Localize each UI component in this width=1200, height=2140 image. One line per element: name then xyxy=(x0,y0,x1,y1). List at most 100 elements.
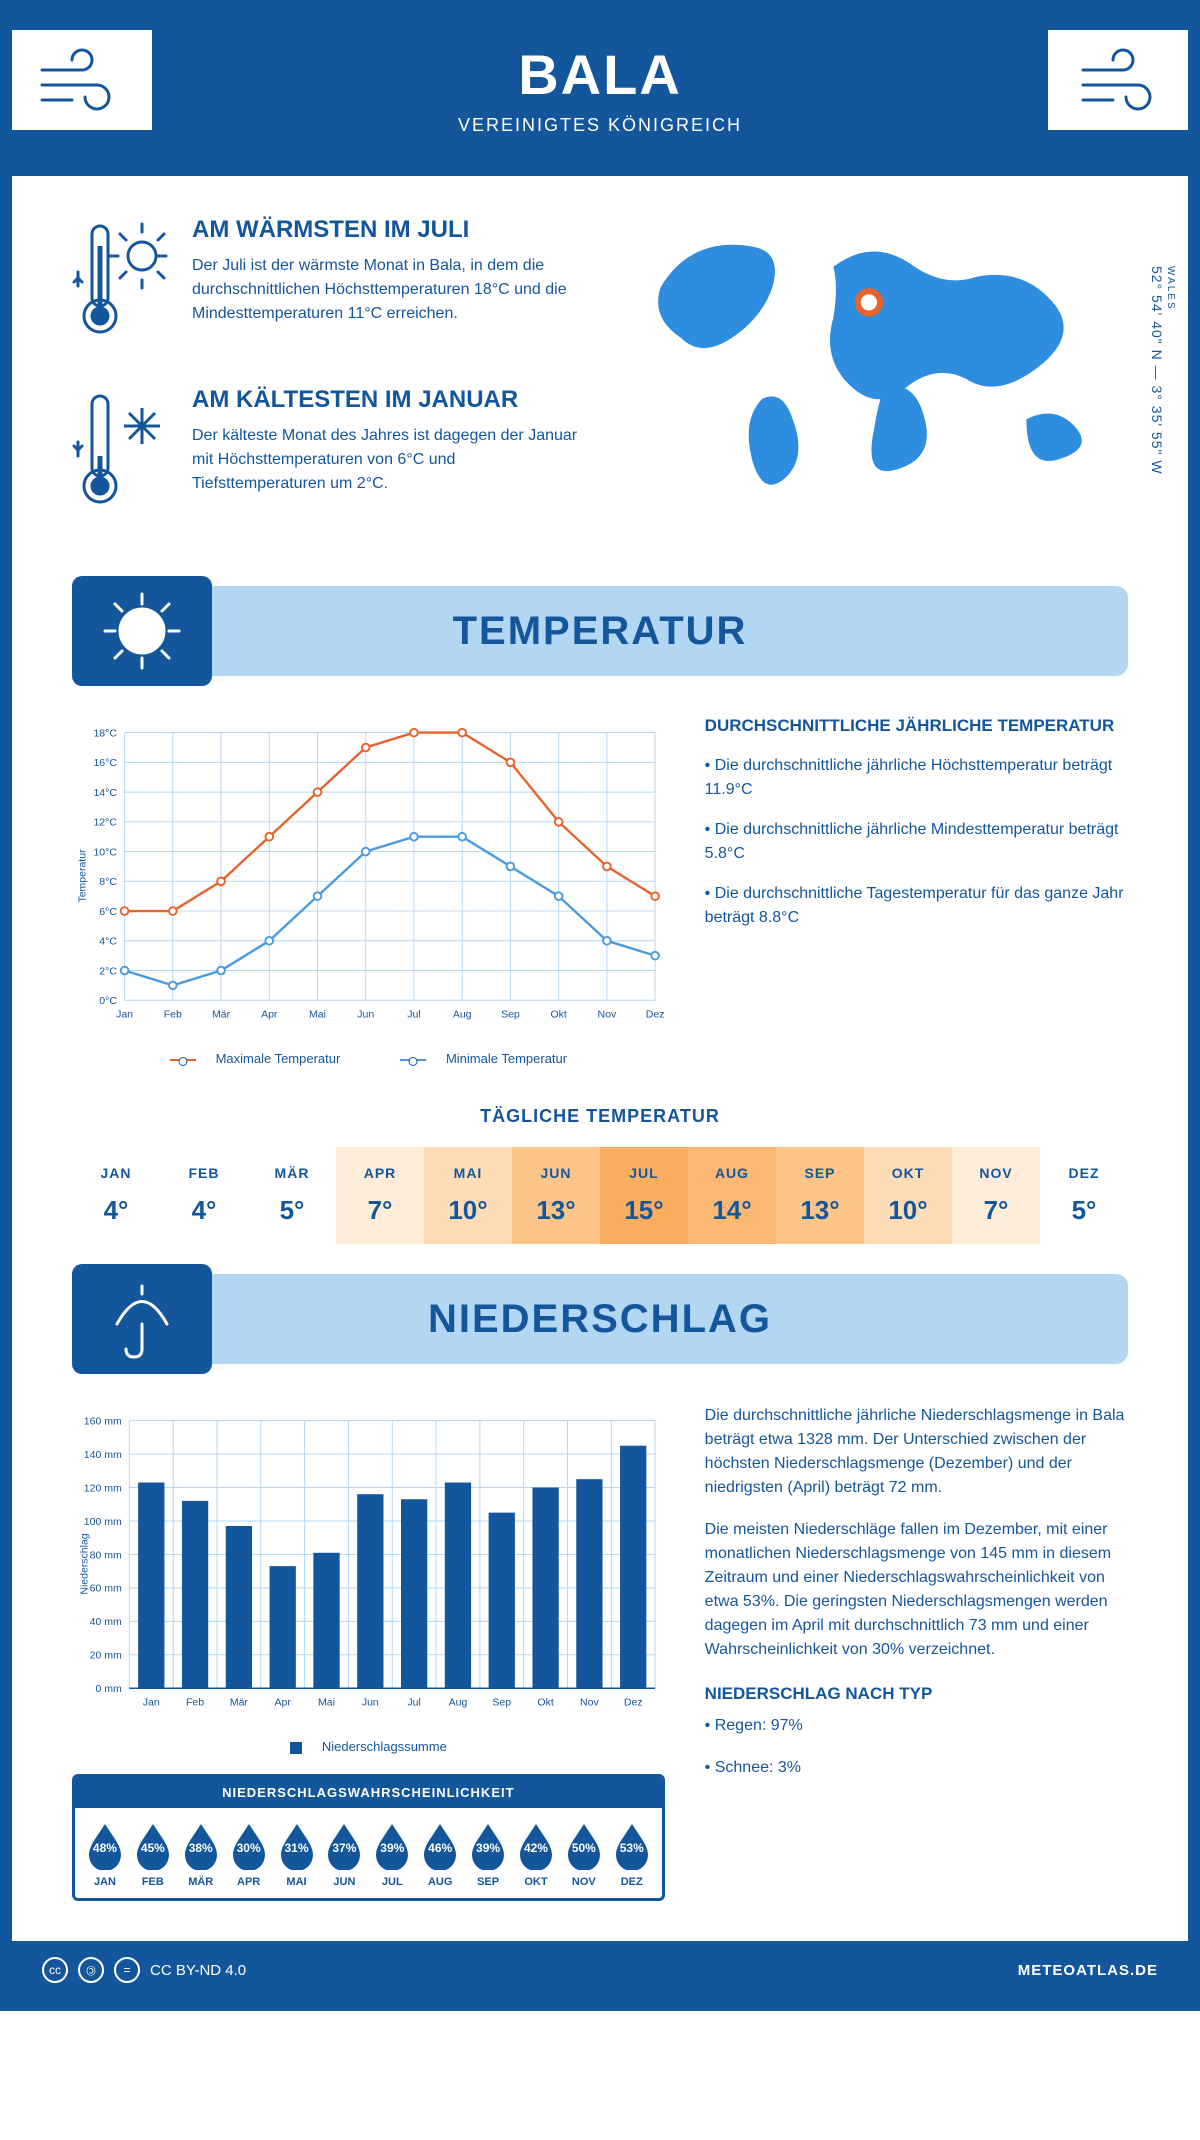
svg-text:80 mm: 80 mm xyxy=(90,1549,122,1561)
svg-text:Apr: Apr xyxy=(261,1008,278,1020)
license-text: CC BY-ND 4.0 xyxy=(150,1962,246,1979)
temp-cell: APR7° xyxy=(336,1147,424,1244)
svg-text:160 mm: 160 mm xyxy=(84,1415,122,1427)
temp-cell: DEZ5° xyxy=(1040,1147,1128,1244)
page-title: BALA xyxy=(32,42,1168,107)
temperature-line-chart: 0°C 2°C 4°C 6°C 8°C 10°C 12°C 14°C 16°C 18°C Jan Fe… xyxy=(72,716,665,1036)
header: BALA VEREINIGTES KÖNIGREICH xyxy=(12,12,1188,176)
prob-cell: 39%JUL xyxy=(368,1822,416,1888)
svg-text:Dez: Dez xyxy=(624,1696,643,1708)
by-icon: 🄯 xyxy=(78,1957,104,1983)
svg-text:Mär: Mär xyxy=(230,1696,249,1708)
svg-text:Aug: Aug xyxy=(449,1696,468,1708)
prob-cell: 50%NOV xyxy=(560,1822,608,1888)
svg-text:0 mm: 0 mm xyxy=(95,1683,122,1695)
prob-cell: 30%APR xyxy=(225,1822,273,1888)
thermometer-sun-icon xyxy=(72,216,172,351)
fact-warm-text: Der Juli ist der wärmste Monat in Bala, … xyxy=(192,254,580,326)
temp-cell: MAI10° xyxy=(424,1147,512,1244)
svg-text:Mai: Mai xyxy=(309,1008,326,1020)
svg-text:120 mm: 120 mm xyxy=(84,1482,122,1494)
cc-icon: cc xyxy=(42,1957,68,1983)
svg-text:Sep: Sep xyxy=(492,1696,511,1708)
svg-text:Mär: Mär xyxy=(212,1008,231,1020)
svg-text:Apr: Apr xyxy=(275,1696,292,1708)
svg-text:Nov: Nov xyxy=(598,1008,617,1020)
svg-text:Jun: Jun xyxy=(357,1008,374,1020)
svg-text:Jan: Jan xyxy=(116,1008,133,1020)
svg-text:Sep: Sep xyxy=(501,1008,520,1020)
prob-cell: 45%FEB xyxy=(129,1822,177,1888)
umbrella-icon xyxy=(72,1264,212,1374)
section-header-temp: TEMPERATUR xyxy=(72,586,1128,676)
temp-legend: Maximale Temperatur Minimale Temperatur xyxy=(72,1051,665,1066)
prob-cell: 46%AUG xyxy=(416,1822,464,1888)
site-name: METEOATLAS.DE xyxy=(1018,1962,1158,1979)
svg-text:Aug: Aug xyxy=(453,1008,472,1020)
location-marker-icon xyxy=(858,291,880,313)
temp-cell: JUN13° xyxy=(512,1147,600,1244)
section-header-precip: NIEDERSCHLAG xyxy=(72,1274,1128,1364)
temp-cell: JUL15° xyxy=(600,1147,688,1244)
prob-cell: 53%DEZ xyxy=(608,1822,656,1888)
svg-text:Mai: Mai xyxy=(318,1696,335,1708)
infographic-page: BALA VEREINIGTES KÖNIGREICH AM WÄRMSTEN … xyxy=(0,0,1200,2011)
temp-cell: AUG14° xyxy=(688,1147,776,1244)
precip-text: Die durchschnittliche jährliche Niedersc… xyxy=(705,1404,1128,1901)
temp-cell: FEB4° xyxy=(160,1147,248,1244)
prob-cell: 31%MAI xyxy=(273,1822,321,1888)
temp-cell: NOV7° xyxy=(952,1147,1040,1244)
prob-cell: 38%MÄR xyxy=(177,1822,225,1888)
svg-text:Jul: Jul xyxy=(407,1008,420,1020)
svg-text:100 mm: 100 mm xyxy=(84,1516,122,1528)
temp-cell: OKT10° xyxy=(864,1147,952,1244)
svg-text:60 mm: 60 mm xyxy=(90,1583,122,1595)
svg-text:Dez: Dez xyxy=(646,1008,665,1020)
svg-text:6°C: 6°C xyxy=(99,906,117,918)
daily-temp-heading: TÄGLICHE TEMPERATUR xyxy=(72,1106,1128,1127)
svg-text:40 mm: 40 mm xyxy=(90,1616,122,1628)
temp-cell: JAN4° xyxy=(72,1147,160,1244)
prob-cell: 42%OKT xyxy=(512,1822,560,1888)
precip-probability-box: NIEDERSCHLAGSWAHRSCHEINLICHKEIT 48%JAN45… xyxy=(72,1774,665,1901)
svg-text:Okt: Okt xyxy=(537,1696,553,1708)
svg-text:10°C: 10°C xyxy=(93,846,117,858)
svg-text:8°C: 8°C xyxy=(99,876,117,888)
svg-text:12°C: 12°C xyxy=(93,817,117,829)
svg-text:4°C: 4°C xyxy=(99,936,117,948)
prob-cell: 48%JAN xyxy=(81,1822,129,1888)
svg-text:140 mm: 140 mm xyxy=(84,1449,122,1461)
daily-temp-strip: JAN4°FEB4°MÄR5°APR7°MAI10°JUN13°JUL15°AU… xyxy=(72,1147,1128,1244)
prob-cell: 37%JUN xyxy=(320,1822,368,1888)
svg-text:20 mm: 20 mm xyxy=(90,1650,122,1662)
svg-text:16°C: 16°C xyxy=(93,757,117,769)
coordinates: WALES 52° 54' 40" N — 3° 35' 55" W xyxy=(1149,266,1176,475)
temp-cell: SEP13° xyxy=(776,1147,864,1244)
svg-text:2°C: 2°C xyxy=(99,965,117,977)
page-subtitle: VEREINIGTES KÖNIGREICH xyxy=(32,115,1168,136)
svg-text:Jan: Jan xyxy=(143,1696,160,1708)
fact-warm-title: AM WÄRMSTEN IM JULI xyxy=(192,216,580,244)
world-map-icon xyxy=(620,216,1128,500)
svg-text:Feb: Feb xyxy=(164,1008,182,1020)
fact-cold-text: Der kälteste Monat des Jahres ist dagege… xyxy=(192,424,580,496)
thermometer-snow-icon xyxy=(72,386,172,521)
prob-cell: 39%SEP xyxy=(464,1822,512,1888)
fact-coldest: AM KÄLTESTEN IM JANUAR Der kälteste Mona… xyxy=(72,386,580,521)
fact-cold-title: AM KÄLTESTEN IM JANUAR xyxy=(192,386,580,414)
precip-legend: Niederschlagssumme xyxy=(72,1739,665,1754)
temp-info: DURCHSCHNITTLICHE JÄHRLICHE TEMPERATUR •… xyxy=(705,716,1128,1066)
nd-icon: = xyxy=(114,1957,140,1983)
svg-text:18°C: 18°C xyxy=(93,727,117,739)
svg-text:14°C: 14°C xyxy=(93,787,117,799)
svg-text:Temperatur: Temperatur xyxy=(76,849,88,903)
svg-text:Jun: Jun xyxy=(362,1696,379,1708)
fact-warmest: AM WÄRMSTEN IM JULI Der Juli ist der wär… xyxy=(72,216,580,351)
svg-text:Feb: Feb xyxy=(186,1696,204,1708)
svg-text:Niederschlag: Niederschlag xyxy=(78,1533,90,1594)
sun-icon xyxy=(72,576,212,686)
temp-cell: MÄR5° xyxy=(248,1147,336,1244)
svg-text:0°C: 0°C xyxy=(99,995,117,1007)
wind-icon-right xyxy=(1048,30,1188,130)
wind-icon-left xyxy=(12,30,152,130)
